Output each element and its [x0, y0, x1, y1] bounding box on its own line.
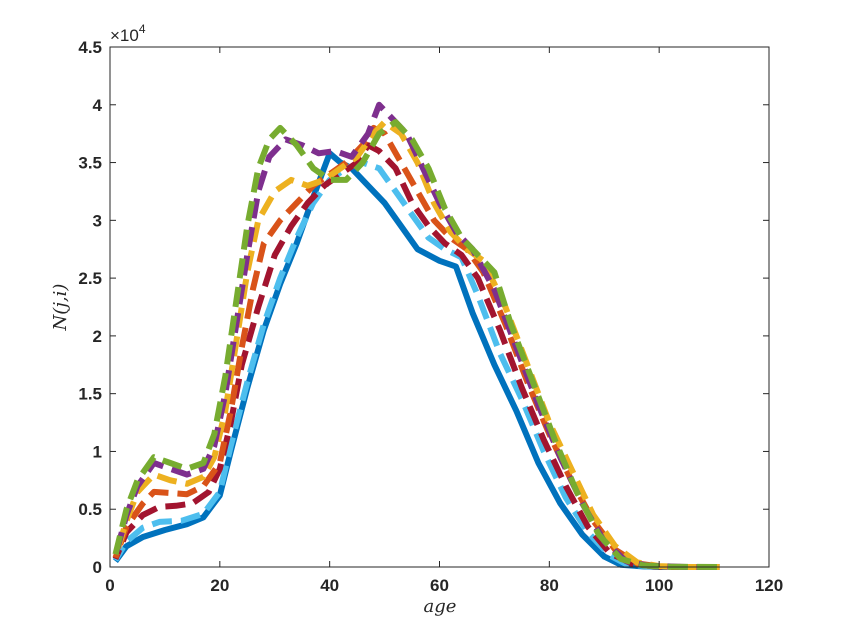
x-tick-label: 20	[210, 576, 229, 595]
tick-layer: 0 20 40 60 80 100 120 0 0.5 1 1.5 2 2.5 3 3.5 4 4.5	[78, 38, 783, 595]
series-layer	[112, 101, 720, 570]
y-tick-label: 1	[93, 442, 102, 461]
series-line-2	[112, 159, 720, 570]
y-tick-label: 2	[93, 327, 102, 346]
y-tick-label: 2.5	[78, 269, 102, 288]
plot-area	[110, 47, 769, 567]
series-line-3	[112, 142, 720, 570]
x-tick-label: 80	[540, 576, 559, 595]
y-tick-label: 0	[93, 558, 102, 577]
y-tick-label: 3.5	[78, 154, 102, 173]
y-tick-label: 4.5	[78, 38, 102, 57]
x-tick-label: 120	[755, 576, 783, 595]
y-tick-label: 4	[93, 96, 103, 115]
x-axis-label: age	[424, 596, 457, 617]
y-tick-label: 1.5	[78, 385, 102, 404]
x-tick-label: 100	[645, 576, 673, 595]
x-tick-label: 40	[320, 576, 339, 595]
y-tick-label: 3	[93, 211, 102, 230]
y-axis-label: N(j,i)	[50, 284, 71, 332]
x-tick-label: 60	[430, 576, 449, 595]
y-exponent-label: ×104	[110, 22, 146, 45]
x-tick-label: 0	[105, 576, 114, 595]
y-tick-label: 0.5	[78, 500, 102, 519]
series-line-7	[112, 119, 720, 570]
series-line-5	[112, 119, 720, 570]
